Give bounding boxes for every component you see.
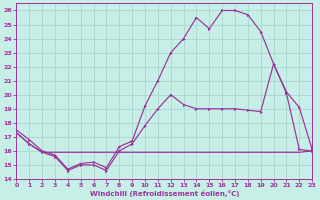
X-axis label: Windchill (Refroidissement éolien,°C): Windchill (Refroidissement éolien,°C) [90,190,239,197]
